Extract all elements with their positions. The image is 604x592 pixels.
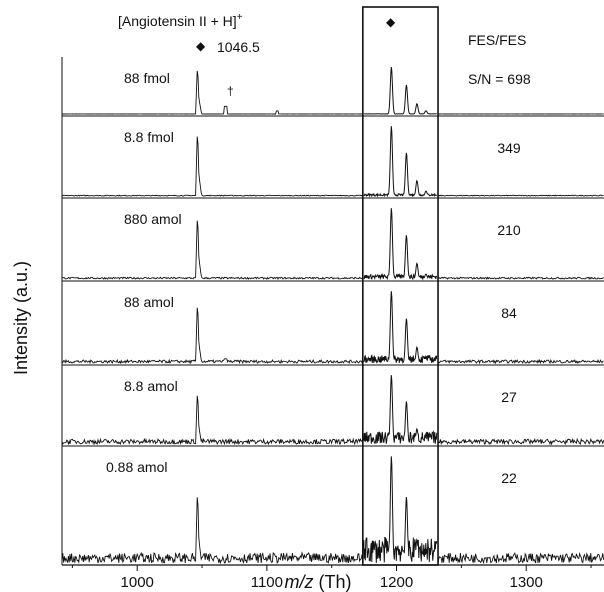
spectrum-trace <box>61 220 604 280</box>
zoom-trace <box>363 67 437 115</box>
x-tick-label: 1300 <box>510 574 543 591</box>
zoom-diamond-marker: ◆ <box>386 15 396 29</box>
zoom-trace <box>363 208 438 281</box>
x-tick-label: 1200 <box>380 574 413 591</box>
spectrum-trace <box>61 70 604 115</box>
zoom-trace <box>363 291 438 364</box>
spectrum-trace <box>61 497 604 565</box>
x-axis: 1000 1100 1200 1300 <box>62 564 604 591</box>
spectrum-panel: 88 fmol S/N = 698 <box>61 57 604 565</box>
zoom-trace <box>363 456 438 563</box>
x-tick-label: 1000 <box>121 574 154 591</box>
snr-value-label: 210 <box>497 222 521 238</box>
zoom-inset-box <box>362 6 439 566</box>
impurity-dagger-marker: † <box>227 84 234 98</box>
zoom-trace <box>363 375 438 444</box>
sample-amount-label: 0.88 amol <box>106 459 167 475</box>
x-tick-label: 1100 <box>251 574 283 591</box>
zoom-trace <box>363 126 437 198</box>
spectrum-trace <box>61 307 604 365</box>
sample-amount-label: 8.8 fmol <box>124 129 174 145</box>
peak-annotation-label: [Angiotensin II + H]+ <box>118 12 243 29</box>
y-axis-label: Intensity (a.u.) <box>11 261 31 375</box>
method-label: FES/FES <box>468 32 526 48</box>
spectrum-panel: 8.8 amol 27 <box>61 375 604 447</box>
snr-value-label: 27 <box>501 389 517 405</box>
snr-value-label: 84 <box>501 305 517 321</box>
sample-amount-label: 88 fmol <box>124 70 170 86</box>
spectrum-panel: 0.88 amol 22 <box>61 456 604 566</box>
snr-value-label: 22 <box>501 470 517 486</box>
x-axis-label: m/z (Th) <box>285 572 352 592</box>
sample-amount-label: 88 amol <box>124 294 174 310</box>
spectrum-panel: 88 amol 84 <box>61 291 604 366</box>
spectrum-panel: 880 amol 210 <box>61 208 604 282</box>
snr-value-label: 349 <box>497 140 521 156</box>
sample-amount-label: 880 amol <box>124 211 182 227</box>
peak-diamond-marker: ◆ <box>196 39 206 53</box>
zoom-window-frame <box>362 6 439 566</box>
spectrum-panel: 8.8 fmol 349 <box>61 126 604 199</box>
sample-amount-label: 8.8 amol <box>124 378 178 394</box>
spectrum-trace <box>61 136 604 197</box>
snr-value-label: S/N = 698 <box>468 71 531 87</box>
peak-mz-label: 1046.5 <box>217 39 260 55</box>
spectrum-trace <box>61 395 604 446</box>
